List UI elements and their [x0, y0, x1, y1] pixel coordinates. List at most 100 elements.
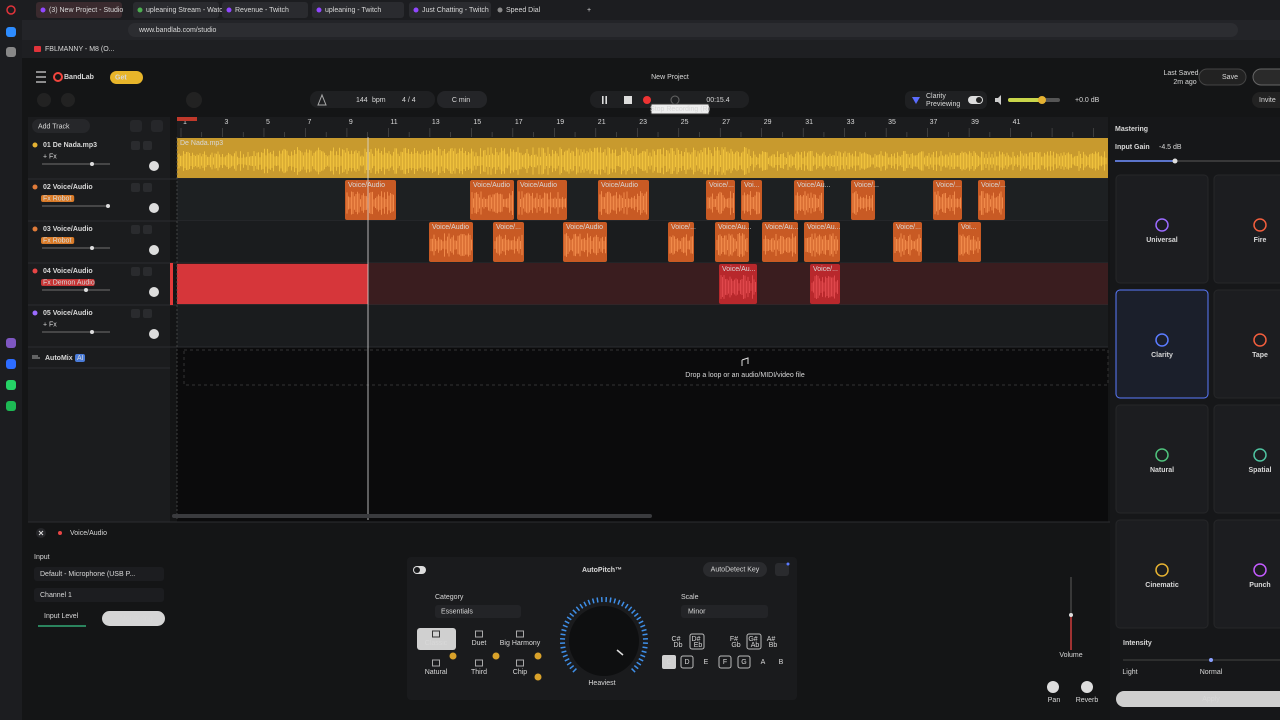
clip-label: Voice/Audio — [473, 182, 510, 189]
track-m-button[interactable] — [131, 141, 140, 150]
track-pan-knob[interactable] — [149, 287, 159, 297]
device-select[interactable] — [34, 567, 164, 581]
style-icon[interactable] — [432, 659, 440, 667]
natural-key-selected[interactable] — [662, 655, 676, 669]
track-pan-knob[interactable] — [149, 203, 159, 213]
natural-key[interactable] — [718, 655, 732, 669]
natural-key[interactable] — [737, 655, 751, 669]
preset-tile[interactable] — [1115, 289, 1209, 399]
track-m-button[interactable] — [131, 183, 140, 192]
preset-tile[interactable] — [1115, 519, 1209, 629]
preset-tile[interactable] — [1213, 289, 1280, 399]
track-m-button[interactable] — [131, 267, 140, 276]
monitoring-button[interactable] — [102, 611, 165, 626]
sidebar-icon[interactable] — [6, 338, 16, 348]
undo-redo[interactable] — [61, 93, 75, 107]
sharp-key[interactable] — [689, 633, 705, 650]
sidebar-icon[interactable] — [6, 47, 16, 57]
save-button[interactable] — [1198, 68, 1247, 86]
channel-select[interactable] — [34, 588, 164, 602]
track-pan-knob[interactable] — [149, 329, 159, 339]
track-volume-knob[interactable] — [90, 330, 94, 334]
browser-tab[interactable] — [222, 2, 308, 18]
style-icon[interactable] — [475, 630, 483, 638]
track-volume-knob[interactable] — [90, 246, 94, 250]
stop-button[interactable] — [624, 96, 632, 104]
clip-label: Voi... — [961, 224, 977, 231]
settings-button[interactable] — [775, 563, 789, 576]
scale-select[interactable] — [681, 605, 768, 618]
saved-ago: 2m ago — [1173, 79, 1196, 86]
pan-knob[interactable] — [1047, 681, 1059, 693]
clip-label: Voice/... — [496, 224, 521, 231]
preset-tile[interactable] — [1213, 174, 1280, 284]
input-label: Input — [34, 554, 50, 561]
record-button[interactable] — [643, 96, 651, 104]
track-pan-knob[interactable] — [149, 245, 159, 255]
sidebar-icon[interactable] — [6, 380, 16, 390]
clip-label: Voice/Audio — [520, 182, 557, 189]
browser-tab[interactable] — [312, 2, 404, 18]
h-scrollbar[interactable] — [172, 514, 652, 518]
waveform — [494, 234, 523, 256]
natural-key[interactable] — [680, 655, 694, 669]
browser-tab[interactable] — [36, 2, 122, 18]
style-icon[interactable] — [475, 659, 483, 667]
preset-tile[interactable] — [1213, 519, 1280, 629]
browser-tab[interactable] — [493, 2, 583, 18]
track-tool[interactable] — [151, 120, 163, 132]
gain-knob[interactable] — [1172, 158, 1178, 164]
mixer-button[interactable] — [186, 92, 202, 108]
track-tool[interactable] — [130, 120, 142, 132]
dial[interactable] — [569, 606, 639, 676]
ruler-label: 35 — [888, 119, 896, 126]
track-volume-knob[interactable] — [84, 288, 88, 292]
invite-button[interactable] — [1252, 92, 1280, 108]
autodetect-button[interactable] — [703, 562, 767, 577]
preset-tile[interactable] — [1115, 404, 1209, 514]
get-badge[interactable] — [110, 71, 143, 84]
reverb-knob[interactable] — [1081, 681, 1093, 693]
preset-name: Universal — [1146, 237, 1178, 244]
sidebar-icon[interactable] — [6, 359, 16, 369]
sidebar-icon[interactable] — [6, 27, 16, 37]
track-s-button[interactable] — [143, 267, 152, 276]
add-track-button[interactable] — [32, 119, 90, 133]
style-icon[interactable] — [516, 659, 524, 667]
track-pan-knob[interactable] — [149, 161, 159, 171]
style-icon[interactable] — [432, 630, 440, 638]
ruler-label: 15 — [473, 119, 481, 126]
sidebar-icon[interactable] — [6, 401, 16, 411]
undo-redo[interactable] — [37, 93, 51, 107]
apply-button[interactable] — [1116, 691, 1280, 707]
track-s-button[interactable] — [143, 309, 152, 318]
publish-button[interactable] — [1252, 68, 1280, 86]
track-m-button[interactable] — [131, 225, 140, 234]
track-s-button[interactable] — [143, 141, 152, 150]
add-track: Add Track — [38, 123, 70, 130]
track-volume-knob[interactable] — [90, 162, 94, 166]
preset-name: Punch — [1249, 582, 1270, 589]
browser-tab[interactable] — [133, 2, 219, 18]
drop-zone[interactable] — [183, 349, 1109, 386]
waveform — [430, 233, 472, 257]
browser-tab[interactable] — [409, 2, 491, 18]
track-s-button[interactable] — [143, 183, 152, 192]
new-tab-button[interactable]: + — [587, 7, 591, 14]
key-button[interactable] — [437, 91, 487, 108]
volume-knob[interactable] — [1038, 96, 1046, 104]
track-s-button[interactable] — [143, 225, 152, 234]
track-m-button[interactable] — [131, 309, 140, 318]
category-select[interactable] — [435, 605, 521, 618]
preset-tile[interactable] — [1115, 174, 1209, 284]
ruler-label: 5 — [266, 119, 270, 126]
track-volume-knob[interactable] — [106, 204, 110, 208]
style-icon[interactable] — [516, 630, 524, 638]
intensity-knob[interactable] — [1209, 658, 1213, 662]
ruler-label: 13 — [432, 119, 440, 126]
volume-slider-knob[interactable] — [1069, 613, 1073, 617]
preset-icon — [1253, 333, 1267, 347]
preset-tile[interactable] — [1213, 404, 1280, 514]
sharp-key[interactable] — [746, 633, 762, 650]
